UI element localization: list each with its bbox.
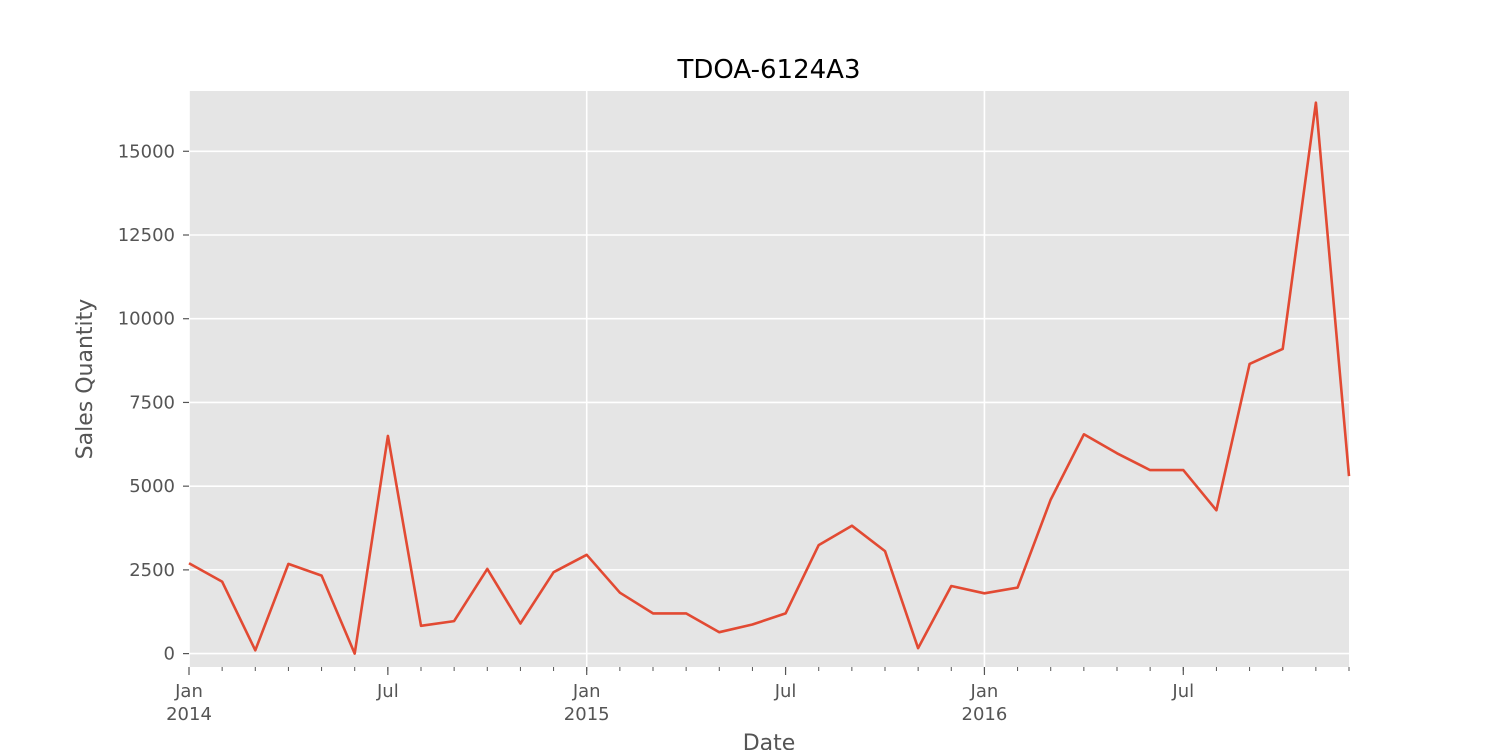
x-tick-year-label: 2016 (962, 704, 1008, 725)
x-tick-year-label: 2014 (166, 704, 212, 725)
chart-title: TDOA-6124A3 (676, 55, 860, 85)
grid-lines (188, 91, 1349, 667)
y-tick-label: 10000 (118, 309, 175, 330)
y-tick-label: 2500 (129, 560, 175, 581)
y-tick-label: 5000 (129, 476, 175, 497)
x-tick-label: Jul (1171, 681, 1194, 702)
x-tick-label: Jul (774, 681, 797, 702)
series-line (188, 101, 1351, 655)
series-layer (188, 101, 1351, 655)
x-tick-year-label: 2015 (564, 704, 610, 725)
x-axis-title: Date (743, 731, 796, 750)
plot-background (189, 91, 1349, 667)
y-tick-label: 15000 (118, 141, 175, 162)
x-tick-label: Jan (572, 681, 601, 702)
x-tick-label: Jan (174, 681, 203, 702)
y-axis-title: Sales Quantity (73, 299, 98, 460)
x-tick-label: Jul (376, 681, 399, 702)
y-tick-label: 12500 (118, 225, 175, 246)
y-tick-label: 7500 (129, 392, 175, 413)
y-tick-label: 0 (164, 644, 175, 665)
x-tick-label: Jan (970, 681, 999, 702)
